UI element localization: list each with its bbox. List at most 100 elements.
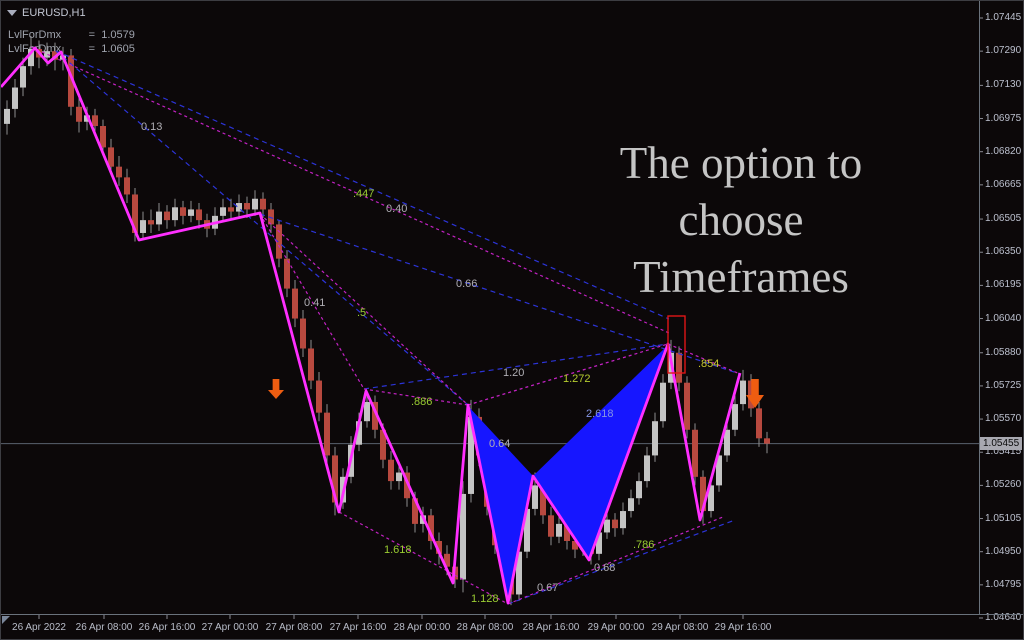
price-tick-label: 1.05880 xyxy=(985,346,1022,358)
time-tick-label: 29 Apr 08:00 xyxy=(651,622,709,633)
fib-line-magenta xyxy=(259,213,469,406)
candle-bear xyxy=(700,476,706,512)
candle-bull xyxy=(396,472,402,482)
fib-ratio-label: 0.67 xyxy=(537,582,558,594)
price-axis[interactable]: 1.07445 1.07290 1.07130 1.06975 1.06820 1.066… xyxy=(979,1,1023,623)
candle-bear xyxy=(684,382,690,430)
symbol-label[interactable]: EURUSD,H1 xyxy=(7,7,86,19)
zigzag-line xyxy=(1,46,742,605)
time-tick-label: 26 Apr 2022 xyxy=(12,622,66,633)
fib-line-blue xyxy=(55,50,469,406)
price-tick-label: 1.04795 xyxy=(985,578,1022,590)
candle-bull xyxy=(556,523,562,537)
fib-ratio-label: .886 xyxy=(411,396,432,408)
fib-line-magenta xyxy=(338,511,509,605)
chart-shift-marker xyxy=(2,616,10,624)
candle-bull xyxy=(660,382,666,422)
candle-bull xyxy=(468,416,474,494)
candle-bear xyxy=(92,115,98,127)
fib-ratio-label: 0.41 xyxy=(304,297,325,309)
price-tick-label: 1.06195 xyxy=(985,279,1022,291)
price-tick-label: 1.05725 xyxy=(985,379,1022,391)
price-tick-label: 1.07445 xyxy=(985,12,1022,23)
price-tick-label: 1.06665 xyxy=(985,178,1022,190)
candle-bear xyxy=(100,126,106,148)
fib-line-blue xyxy=(363,343,669,390)
time-axis[interactable]: 26 Apr 2022 26 Apr 08:00 26 Apr 16:00 27 Ap… xyxy=(1,615,979,639)
candle-bull xyxy=(172,207,178,221)
fib-line-magenta xyxy=(467,343,669,406)
candle-bear xyxy=(404,472,410,499)
candle-bull xyxy=(252,198,258,210)
candle-bull xyxy=(716,455,722,486)
candle-bear xyxy=(372,401,378,430)
candle-bear xyxy=(436,540,442,554)
candle-bear xyxy=(428,515,434,541)
down-arrow-icon xyxy=(268,379,284,399)
candle-bull xyxy=(524,508,530,552)
candle-bear xyxy=(748,380,754,409)
candle-bear xyxy=(260,198,266,210)
candle-bear xyxy=(756,408,762,439)
candle-bull xyxy=(628,498,634,512)
fib-ratio-label: .786 xyxy=(633,539,654,551)
price-tick-label: 1.05105 xyxy=(985,512,1022,524)
candle-bull xyxy=(652,421,658,456)
fib-line-magenta xyxy=(259,213,365,390)
candle-bear xyxy=(276,224,282,259)
time-tick-label: 28 Apr 00:00 xyxy=(393,622,451,633)
pattern-triangle xyxy=(533,345,668,560)
candle-bull xyxy=(20,66,26,88)
candle-bear xyxy=(292,288,298,319)
time-tick-label: 27 Apr 00:00 xyxy=(201,622,259,633)
candle-bull xyxy=(460,493,466,580)
fib-ratio-label: 0.40 xyxy=(386,203,407,215)
price-tick-label: 1.07290 xyxy=(985,45,1022,57)
candle-bear xyxy=(612,519,618,529)
fib-ratio-label: 0.13 xyxy=(141,121,162,133)
price-tick-label: 1.05415 xyxy=(985,446,1022,458)
fib-ratio-label: 1.618 xyxy=(384,544,412,556)
candle-bear xyxy=(316,380,322,413)
candle-bull xyxy=(516,551,522,595)
candle-bull xyxy=(724,429,730,456)
indicator-name: LvlForDmx xyxy=(8,29,62,41)
candle-bear xyxy=(244,203,250,210)
candle-bull xyxy=(236,203,242,212)
fib-ratio-label: 1.128 xyxy=(471,593,499,605)
candle-bull xyxy=(596,532,602,554)
candle-bear xyxy=(388,459,394,482)
candle-bull xyxy=(732,404,738,430)
price-tick-label: 1.04950 xyxy=(985,545,1022,557)
candle-bull xyxy=(740,380,746,405)
time-tick-label: 27 Apr 08:00 xyxy=(265,622,323,633)
fib-ratio-label: 2.618 xyxy=(586,408,614,420)
candle-bear xyxy=(764,438,770,444)
candle-bear xyxy=(676,352,682,383)
candle-bull xyxy=(28,49,34,67)
fib-ratio-label: 0.68 xyxy=(594,562,615,574)
candle-bull xyxy=(220,207,226,216)
candle-bear xyxy=(116,166,122,178)
candle-bear xyxy=(148,220,154,225)
fib-line-magenta xyxy=(507,516,724,605)
fib-line-magenta xyxy=(667,343,741,375)
symbol-label-text: EURUSD,H1 xyxy=(22,7,86,19)
time-tick-label: 28 Apr 16:00 xyxy=(522,622,580,633)
candle-bear xyxy=(132,194,138,233)
chevron-down-icon xyxy=(7,10,17,16)
price-tick-label: 1.06040 xyxy=(985,312,1022,324)
candle-bear xyxy=(548,515,554,537)
candle-bear xyxy=(180,207,186,216)
candle-bull xyxy=(156,211,162,225)
fib-line-blue xyxy=(259,213,741,375)
candle-bear xyxy=(76,106,82,122)
current-price-badge: 1.05455 xyxy=(980,436,1023,450)
candle-bear xyxy=(308,348,314,381)
candle-bear xyxy=(68,55,74,107)
price-tick-label: 1.07130 xyxy=(985,79,1022,91)
candle-bull xyxy=(532,485,538,509)
down-arrow-icon xyxy=(746,379,764,408)
